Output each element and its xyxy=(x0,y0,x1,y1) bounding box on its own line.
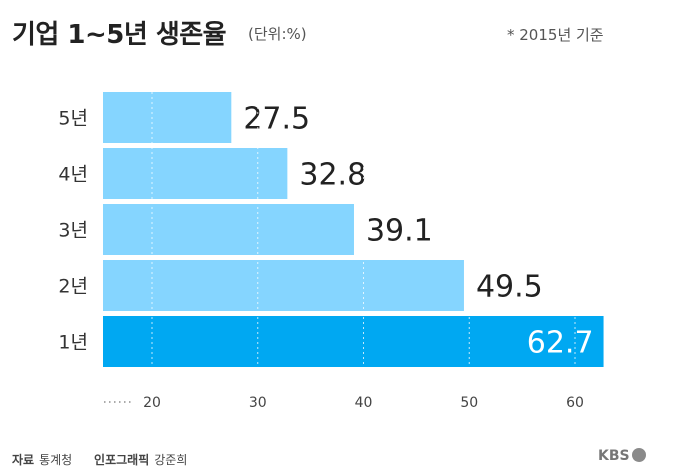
source-name: 통계청 xyxy=(39,453,73,467)
value-label: 62.7 xyxy=(527,326,594,361)
reference-year-note: * 2015년 기준 xyxy=(507,26,604,44)
bar-4 xyxy=(103,260,464,311)
x-tick-label: 20 xyxy=(143,395,161,411)
bar-1 xyxy=(103,92,232,143)
source-label: 자료 xyxy=(12,453,35,467)
bar-3 xyxy=(103,204,354,255)
footer-credits: 자료 통계청 인포그래픽 강준희 xyxy=(12,451,187,468)
x-tick-label: 30 xyxy=(249,395,267,411)
graphic-label: 인포그래픽 xyxy=(94,453,150,467)
value-label: 49.5 xyxy=(476,270,543,305)
value-label: 39.1 xyxy=(366,214,433,249)
chart-title: 기업 1~5년 생존율 xyxy=(12,20,227,50)
category-label: 1년 xyxy=(58,332,88,354)
category-label: 3년 xyxy=(58,220,88,242)
unit-label: (단위:%) xyxy=(248,25,307,43)
category-label: 2년 xyxy=(58,276,88,298)
category-label: 4년 xyxy=(58,164,88,186)
broadcaster-logo: KBS xyxy=(598,448,646,464)
graphic-author: 강준희 xyxy=(154,453,188,467)
graphic-credit: 인포그래픽 강준희 xyxy=(94,453,187,467)
value-label: 27.5 xyxy=(243,102,310,137)
x-tick-label: 40 xyxy=(355,395,373,411)
x-tick-label: 50 xyxy=(460,395,478,411)
bar-5 xyxy=(103,316,604,367)
x-tick-label: 60 xyxy=(566,395,584,411)
bar-2 xyxy=(103,148,288,199)
category-label: 5년 xyxy=(58,108,88,130)
value-label: 32.8 xyxy=(299,158,366,193)
logo-text: KBS xyxy=(598,448,630,464)
logo-mark-icon xyxy=(631,448,646,462)
